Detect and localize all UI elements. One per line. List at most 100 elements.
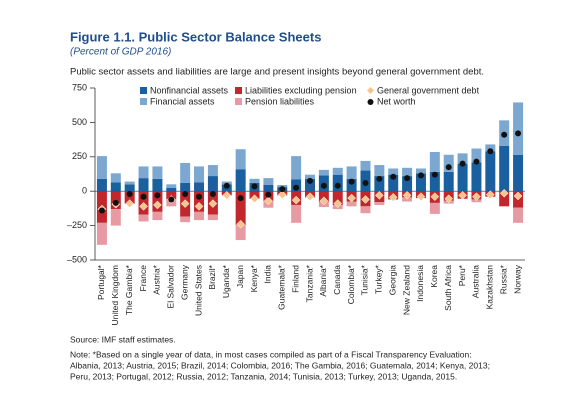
bar xyxy=(402,176,413,192)
bar xyxy=(305,174,315,179)
net-worth-marker xyxy=(390,173,397,180)
legend-label: Liabilities excluding pension xyxy=(245,85,357,95)
bar xyxy=(429,151,440,172)
bar xyxy=(235,169,246,192)
bar xyxy=(291,156,302,180)
net-worth-marker xyxy=(404,175,411,182)
bar xyxy=(471,162,482,192)
x-tick-label: The Gambia* xyxy=(124,264,134,315)
bar xyxy=(429,202,440,214)
x-tick-label: Australia xyxy=(471,265,481,298)
bar xyxy=(360,206,371,214)
debt-marker xyxy=(125,199,135,208)
net-worth-marker xyxy=(473,158,480,165)
net-worth-marker xyxy=(362,179,369,186)
bar xyxy=(388,174,399,192)
bar xyxy=(346,166,357,179)
debt-marker xyxy=(277,190,287,199)
bar xyxy=(180,182,191,192)
debt-marker xyxy=(194,201,204,211)
legend-label: Net worth xyxy=(377,96,416,106)
net-worth-marker xyxy=(445,164,452,171)
net-worth-marker xyxy=(265,191,272,198)
bar xyxy=(360,160,371,171)
bar xyxy=(346,201,357,207)
x-tick-label: Korea xyxy=(429,265,439,288)
debt-marker xyxy=(291,195,301,205)
net-worth-marker xyxy=(293,184,300,191)
bar xyxy=(124,191,135,204)
x-tick-label: India xyxy=(263,265,273,284)
y-tick-label: –250 xyxy=(67,220,87,230)
debt-marker xyxy=(180,199,190,208)
bar xyxy=(152,166,163,179)
debt-marker xyxy=(458,190,467,200)
x-tick-label: Russia* xyxy=(498,264,508,294)
bar xyxy=(194,182,205,192)
legend-label: General government debt xyxy=(377,85,480,95)
y-tick-label: 750 xyxy=(72,82,87,92)
x-tick-label: Norway xyxy=(512,264,522,294)
bar xyxy=(485,144,496,152)
x-tick-label: Indonesia xyxy=(415,265,425,302)
x-tick-label: Finland xyxy=(290,265,300,293)
x-tick-label: United Kingdom xyxy=(110,265,120,325)
bar xyxy=(499,145,510,192)
debt-marker xyxy=(333,199,343,208)
x-tick-label: Portugal* xyxy=(96,264,106,300)
x-tick-label: Kazakhstan xyxy=(485,265,495,310)
debt-marker xyxy=(513,191,523,201)
net-worth-marker xyxy=(154,192,161,199)
bar xyxy=(485,151,496,192)
legend-swatch xyxy=(235,98,242,105)
x-tick-label: South Africa xyxy=(443,265,453,311)
debt-marker xyxy=(375,190,384,200)
legend-label: Pension liabilities xyxy=(245,96,315,106)
legend-label: Nonfinancial assets xyxy=(150,85,229,95)
net-worth-marker xyxy=(459,160,466,167)
bar xyxy=(513,154,524,192)
net-worth-marker xyxy=(209,190,216,197)
bar xyxy=(318,191,329,202)
bar xyxy=(415,173,426,192)
debt-marker xyxy=(361,195,370,204)
x-tick-label: Tanzania* xyxy=(304,264,314,302)
bar xyxy=(374,176,385,192)
net-worth-marker xyxy=(140,193,147,200)
net-worth-marker xyxy=(431,171,438,178)
bar xyxy=(443,171,454,192)
bar xyxy=(110,182,121,192)
bar xyxy=(110,173,121,183)
x-tick-label: New Zealand xyxy=(401,265,411,315)
debt-marker xyxy=(416,192,426,202)
debt-marker xyxy=(222,190,232,200)
legend-swatch xyxy=(140,87,147,94)
legend-swatch xyxy=(235,87,242,94)
bar xyxy=(194,166,205,183)
bar xyxy=(388,168,399,175)
x-tick-label: El Salvador xyxy=(166,265,176,309)
x-tick-label: Tunisia* xyxy=(360,264,370,295)
source: Source: IMF staff estimates. xyxy=(70,334,176,344)
net-worth-marker xyxy=(501,131,508,138)
net-worth-marker xyxy=(307,177,313,184)
x-tick-label: Kenya* xyxy=(249,264,259,292)
bar xyxy=(443,154,454,172)
bar xyxy=(457,163,468,192)
bar xyxy=(180,216,191,223)
x-tick-label: Albania* xyxy=(318,264,328,296)
bar xyxy=(96,222,107,245)
bar xyxy=(207,165,218,177)
net-worth-marker xyxy=(320,182,327,189)
bar xyxy=(96,178,107,192)
bar xyxy=(110,209,121,226)
debt-marker xyxy=(139,201,148,211)
y-tick-label: –500 xyxy=(67,254,87,264)
x-tick-label: Canada xyxy=(332,265,342,295)
net-worth-marker xyxy=(168,196,175,203)
legend-swatch xyxy=(140,98,147,105)
net-worth-marker xyxy=(334,182,341,189)
net-worth-marker xyxy=(182,190,189,197)
x-tick-label: Germany xyxy=(179,264,189,300)
